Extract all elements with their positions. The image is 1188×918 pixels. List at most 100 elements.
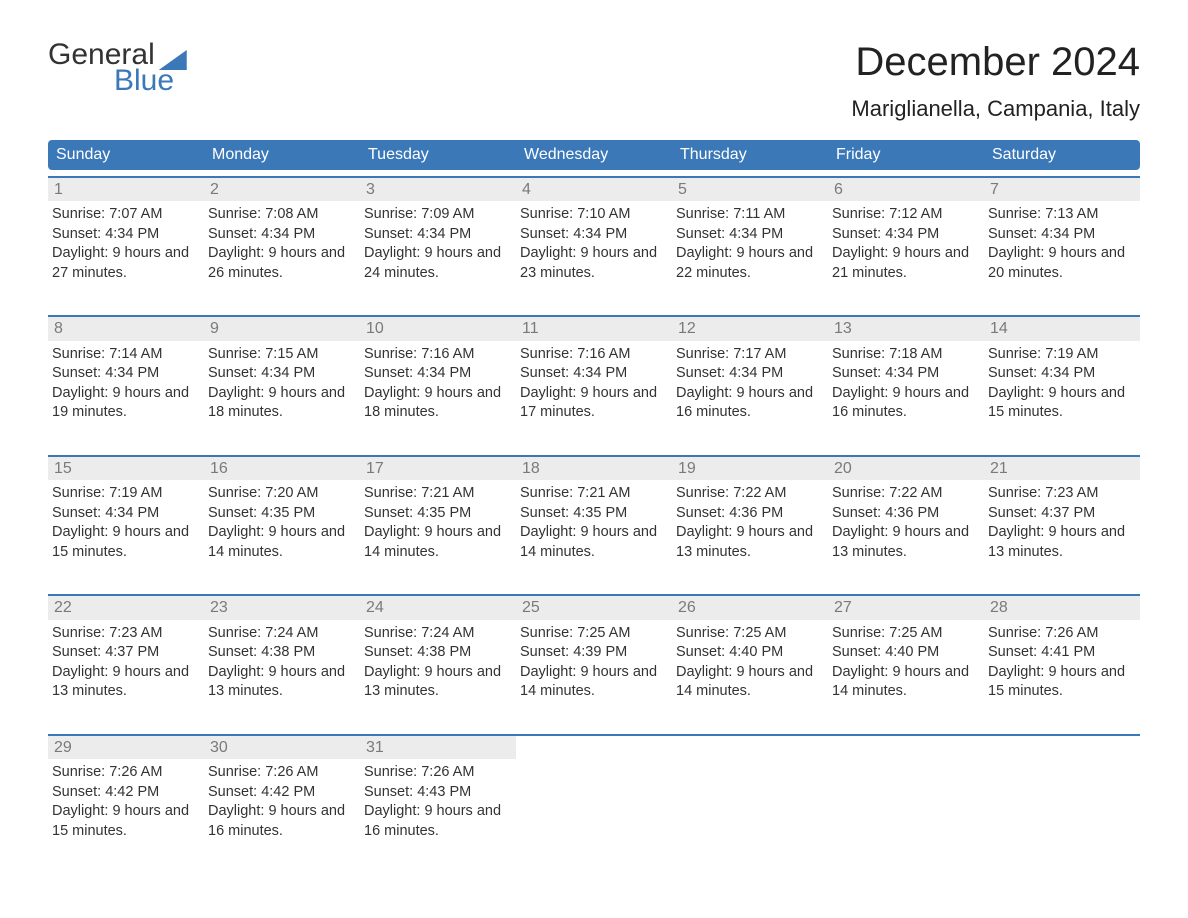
sunset-line: Sunset: 4:36 PM: [676, 504, 818, 524]
day-number: 2: [204, 178, 360, 201]
sunset-line: Sunset: 4:35 PM: [520, 504, 662, 524]
day-header: Thursday: [672, 146, 828, 164]
calendar-day: 30Sunrise: 7:26 AMSunset: 4:42 PMDayligh…: [204, 736, 360, 859]
calendar-day: [672, 736, 828, 859]
day-body: Sunrise: 7:19 AMSunset: 4:34 PMDaylight:…: [48, 480, 204, 562]
sunrise-line: Sunrise: 7:25 AM: [520, 624, 662, 644]
day-header: Wednesday: [516, 146, 672, 164]
calendar-week: 1Sunrise: 7:07 AMSunset: 4:34 PMDaylight…: [48, 176, 1140, 301]
day-number: 6: [828, 178, 984, 201]
day-number: 9: [204, 317, 360, 340]
sunrise-line: Sunrise: 7:26 AM: [988, 624, 1130, 644]
calendar-week: 22Sunrise: 7:23 AMSunset: 4:37 PMDayligh…: [48, 594, 1140, 719]
sunrise-line: Sunrise: 7:20 AM: [208, 484, 350, 504]
calendar-day: 10 Sunrise: 7:16 AMSunset: 4:34 PMDayligh…: [360, 317, 516, 440]
day-number: [828, 736, 984, 740]
day-number: 1: [48, 178, 204, 201]
daylight-line: Daylight: 9 hours and 17 minutes.: [520, 384, 662, 423]
calendar-day: 3Sunrise: 7:09 AMSunset: 4:34 PMDaylight…: [360, 178, 516, 301]
day-number: 7: [984, 178, 1140, 201]
day-body: Sunrise: 7:26 AMSunset: 4:41 PMDaylight:…: [984, 620, 1140, 702]
sunrise-line: Sunrise: 7:19 AM: [988, 345, 1130, 365]
day-body: Sunrise: 7:22 AMSunset: 4:36 PMDaylight:…: [828, 480, 984, 562]
daylight-line: Daylight: 9 hours and 14 minutes.: [676, 663, 818, 702]
sunset-line: Sunset: 4:37 PM: [988, 504, 1130, 524]
logo: General Blue: [48, 40, 187, 96]
sunset-line: Sunset: 4:42 PM: [52, 783, 194, 803]
calendar-day: 28Sunrise: 7:26 AMSunset: 4:41 PMDayligh…: [984, 596, 1140, 719]
day-body: Sunrise: 7:24 AMSunset: 4:38 PMDaylight:…: [204, 620, 360, 702]
day-header: Sunday: [48, 146, 204, 164]
calendar-week: 15Sunrise: 7:19 AMSunset: 4:34 PMDayligh…: [48, 455, 1140, 580]
sunset-line: Sunset: 4:34 PM: [832, 364, 974, 384]
calendar-day: 15Sunrise: 7:19 AMSunset: 4:34 PMDayligh…: [48, 457, 204, 580]
daylight-line: Daylight: 9 hours and 18 minutes.: [364, 384, 506, 423]
calendar-day: 23Sunrise: 7:24 AMSunset: 4:38 PMDayligh…: [204, 596, 360, 719]
daylight-line: Daylight: 9 hours and 14 minutes.: [832, 663, 974, 702]
day-body: Sunrise: 7:08 AMSunset: 4:34 PMDaylight:…: [204, 201, 360, 283]
sunrise-line: Sunrise: 7:26 AM: [52, 763, 194, 783]
day-number: 10: [360, 317, 516, 340]
day-body: Sunrise: 7:14 AMSunset: 4:34 PMDaylight:…: [48, 341, 204, 423]
sunrise-line: Sunrise: 7:25 AM: [676, 624, 818, 644]
day-body: Sunrise: 7:11 AMSunset: 4:34 PMDaylight:…: [672, 201, 828, 283]
sunrise-line: Sunrise: 7:16 AM: [364, 345, 506, 365]
day-number: 22: [48, 596, 204, 619]
sunset-line: Sunset: 4:34 PM: [208, 364, 350, 384]
sunrise-line: Sunrise: 7:24 AM: [364, 624, 506, 644]
sunrise-line: Sunrise: 7:23 AM: [988, 484, 1130, 504]
day-body: Sunrise: 7:15 AMSunset: 4:34 PMDaylight:…: [204, 341, 360, 423]
calendar-day: 16Sunrise: 7:20 AMSunset: 4:35 PMDayligh…: [204, 457, 360, 580]
daylight-line: Daylight: 9 hours and 16 minutes.: [364, 802, 506, 841]
location-subtitle: Mariglianella, Campania, Italy: [851, 96, 1140, 122]
day-body: Sunrise: 7:20 AMSunset: 4:35 PMDaylight:…: [204, 480, 360, 562]
daylight-line: Daylight: 9 hours and 15 minutes.: [52, 523, 194, 562]
header: General Blue December 2024 Mariglianella…: [48, 40, 1140, 122]
sunrise-line: Sunrise: 7:09 AM: [364, 205, 506, 225]
daylight-line: Daylight: 9 hours and 16 minutes.: [832, 384, 974, 423]
calendar-day: [516, 736, 672, 859]
day-number: 25: [516, 596, 672, 619]
calendar-day: 31Sunrise: 7:26 AMSunset: 4:43 PMDayligh…: [360, 736, 516, 859]
day-body: Sunrise: 7:22 AMSunset: 4:36 PMDaylight:…: [672, 480, 828, 562]
sunrise-line: Sunrise: 7:22 AM: [676, 484, 818, 504]
day-body: Sunrise: 7:26 AMSunset: 4:42 PMDaylight:…: [204, 759, 360, 841]
day-number: 31: [360, 736, 516, 759]
day-number: 28: [984, 596, 1140, 619]
calendar-day: 4Sunrise: 7:10 AMSunset: 4:34 PMDaylight…: [516, 178, 672, 301]
sunrise-line: Sunrise: 7:19 AM: [52, 484, 194, 504]
daylight-line: Daylight: 9 hours and 14 minutes.: [208, 523, 350, 562]
day-number: [672, 736, 828, 740]
calendar-day: 9Sunrise: 7:15 AMSunset: 4:34 PMDaylight…: [204, 317, 360, 440]
daylight-line: Daylight: 9 hours and 15 minutes.: [988, 663, 1130, 702]
day-header: Tuesday: [360, 146, 516, 164]
calendar-day: 14Sunrise: 7:19 AMSunset: 4:34 PMDayligh…: [984, 317, 1140, 440]
day-number: 26: [672, 596, 828, 619]
day-header-row: Sunday Monday Tuesday Wednesday Thursday…: [48, 140, 1140, 170]
sunrise-line: Sunrise: 7:11 AM: [676, 205, 818, 225]
daylight-line: Daylight: 9 hours and 24 minutes.: [364, 244, 506, 283]
calendar-day: 27Sunrise: 7:25 AMSunset: 4:40 PMDayligh…: [828, 596, 984, 719]
day-header: Monday: [204, 146, 360, 164]
calendar-day: [828, 736, 984, 859]
sunset-line: Sunset: 4:35 PM: [208, 504, 350, 524]
sunrise-line: Sunrise: 7:23 AM: [52, 624, 194, 644]
sunset-line: Sunset: 4:35 PM: [364, 504, 506, 524]
day-number: 8: [48, 317, 204, 340]
sunset-line: Sunset: 4:34 PM: [364, 364, 506, 384]
day-body: Sunrise: 7:23 AMSunset: 4:37 PMDaylight:…: [48, 620, 204, 702]
calendar-day: 11Sunrise: 7:16 AMSunset: 4:34 PMDayligh…: [516, 317, 672, 440]
day-number: 29: [48, 736, 204, 759]
calendar-day: 29Sunrise: 7:26 AMSunset: 4:42 PMDayligh…: [48, 736, 204, 859]
daylight-line: Daylight: 9 hours and 18 minutes.: [208, 384, 350, 423]
day-body: Sunrise: 7:13 AMSunset: 4:34 PMDaylight:…: [984, 201, 1140, 283]
day-body: Sunrise: 7:25 AMSunset: 4:40 PMDaylight:…: [672, 620, 828, 702]
sunset-line: Sunset: 4:34 PM: [832, 225, 974, 245]
calendar-day: 25Sunrise: 7:25 AMSunset: 4:39 PMDayligh…: [516, 596, 672, 719]
day-number: 15: [48, 457, 204, 480]
daylight-line: Daylight: 9 hours and 14 minutes.: [520, 663, 662, 702]
daylight-line: Daylight: 9 hours and 27 minutes.: [52, 244, 194, 283]
sunrise-line: Sunrise: 7:16 AM: [520, 345, 662, 365]
sunset-line: Sunset: 4:40 PM: [832, 643, 974, 663]
daylight-line: Daylight: 9 hours and 13 minutes.: [988, 523, 1130, 562]
